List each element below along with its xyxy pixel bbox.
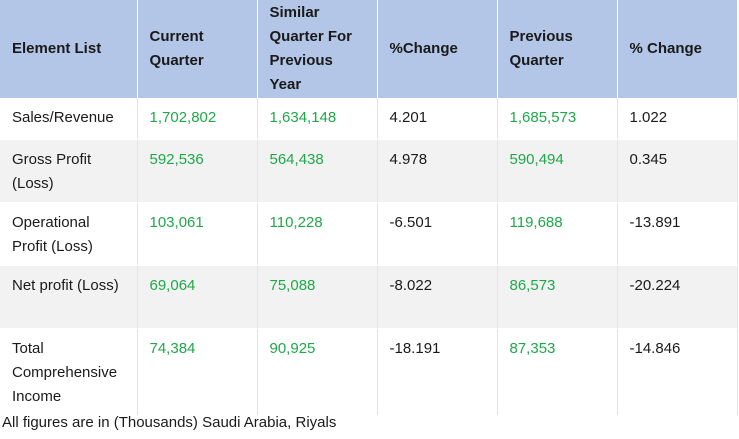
row-label: Operational Profit (Loss)	[0, 202, 138, 266]
value-cell: 564,438	[257, 139, 378, 203]
table-row: Total Comprehensive Income 74,384 90,925 -1…	[0, 328, 738, 416]
table-row: Gross Profit (Loss) 592,536 564,438 4.978 59…	[0, 139, 738, 203]
row-label: Gross Profit (Loss)	[0, 139, 138, 203]
row-label: Total Comprehensive Income	[0, 328, 138, 416]
value-cell: 590,494	[497, 139, 618, 203]
header-cell: %Change	[377, 0, 498, 98]
value-cell: 69,064	[137, 265, 258, 329]
header-cell: Element List	[0, 0, 138, 98]
value-cell: 592,536	[137, 139, 258, 203]
value-cell: 1,685,573	[497, 98, 618, 140]
value-cell: 4.978	[377, 139, 498, 203]
row-label: Net profit (Loss)	[0, 265, 138, 329]
value-cell: 1.022	[617, 98, 738, 140]
value-cell: -8.022	[377, 265, 498, 329]
table-body: Sales/Revenue 1,702,802 1,634,148 4.201 1,68…	[0, 98, 738, 416]
value-cell: 103,061	[137, 202, 258, 266]
value-cell: 4.201	[377, 98, 498, 140]
value-cell: -20.224	[617, 265, 738, 329]
value-cell: 119,688	[497, 202, 618, 266]
value-cell: -13.891	[617, 202, 738, 266]
table-row: Net profit (Loss) 69,064 75,088 -8.022 86,57…	[0, 265, 738, 329]
header-row: Element List Current Quarter Similar Quart…	[0, 0, 738, 98]
value-cell: 75,088	[257, 265, 378, 329]
financial-table: Element List Current Quarter Similar Quart…	[0, 0, 738, 416]
header-cell: Similar Quarter For Previous Year	[257, 0, 378, 98]
footnote: All figures are in (Thousands) Saudi Ara…	[2, 414, 337, 431]
value-cell: -18.191	[377, 328, 498, 416]
value-cell: 1,702,802	[137, 98, 258, 140]
value-cell: 1,634,148	[257, 98, 378, 140]
value-cell: 87,353	[497, 328, 618, 416]
value-cell: 0.345	[617, 139, 738, 203]
value-cell: 110,228	[257, 202, 378, 266]
table-row: Operational Profit (Loss) 103,061 110,228-…	[0, 202, 738, 266]
header-cell: Previous Quarter	[497, 0, 618, 98]
value-cell: 86,573	[497, 265, 618, 329]
value-cell: 74,384	[137, 328, 258, 416]
value-cell: 90,925	[257, 328, 378, 416]
value-cell: -14.846	[617, 328, 738, 416]
table-row: Sales/Revenue 1,702,802 1,634,148 4.201 1,68…	[0, 98, 738, 140]
value-cell: -6.501	[377, 202, 498, 266]
header-cell: Current Quarter	[137, 0, 258, 98]
header-cell: % Change	[617, 0, 738, 98]
row-label: Sales/Revenue	[0, 98, 138, 140]
